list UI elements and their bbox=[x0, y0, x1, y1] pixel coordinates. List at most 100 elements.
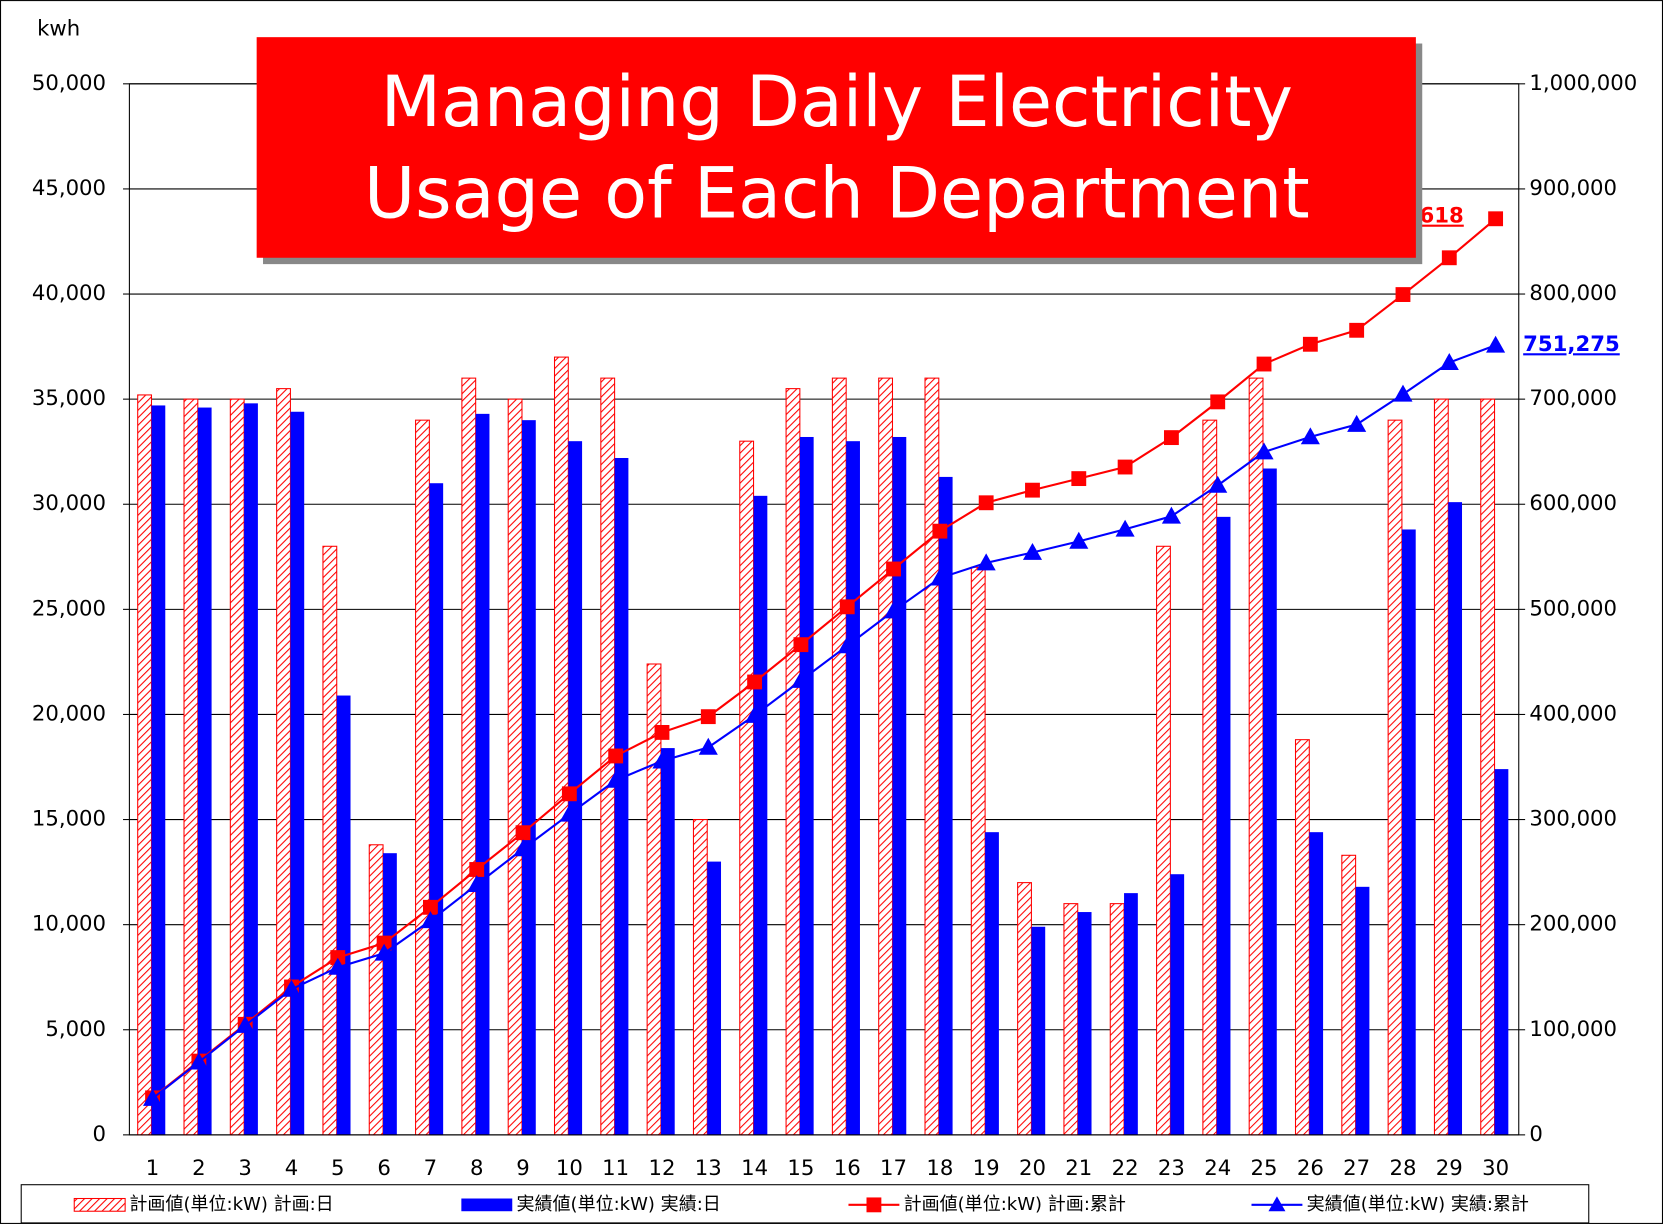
bar bbox=[846, 441, 860, 1135]
marker bbox=[747, 674, 763, 690]
bar bbox=[831, 377, 847, 1136]
bar bbox=[1433, 398, 1449, 1136]
bar bbox=[1063, 903, 1079, 1136]
legend bbox=[20, 1184, 1590, 1224]
chart-title-line: Usage of Each Department bbox=[364, 152, 1310, 234]
marker bbox=[1210, 394, 1226, 410]
bar bbox=[1202, 419, 1218, 1136]
marker bbox=[374, 943, 394, 961]
bar bbox=[1309, 832, 1324, 1135]
y2-tick-label: 900,000 bbox=[1529, 176, 1617, 201]
marker bbox=[698, 737, 718, 755]
bar bbox=[1156, 545, 1171, 1136]
marker bbox=[976, 553, 996, 571]
y-tick-label: 20,000 bbox=[32, 701, 106, 726]
legend-marker bbox=[866, 1197, 882, 1213]
marker bbox=[1300, 427, 1320, 445]
x-tick-label: 30 bbox=[1482, 1156, 1509, 1181]
x-tick-label: 19 bbox=[973, 1156, 1000, 1181]
x-tick-label: 4 bbox=[285, 1156, 299, 1181]
bar bbox=[336, 695, 351, 1135]
marker bbox=[1441, 250, 1457, 266]
bar bbox=[707, 861, 722, 1135]
marker bbox=[1486, 335, 1506, 353]
x-tick-label: 6 bbox=[377, 1156, 391, 1181]
line bbox=[151, 217, 1497, 1099]
marker bbox=[376, 935, 392, 951]
y2-tick-label: 700,000 bbox=[1529, 386, 1617, 411]
x-tick-label: 25 bbox=[1251, 1156, 1278, 1181]
bar bbox=[692, 819, 708, 1136]
marker bbox=[1208, 475, 1228, 493]
x-tick-label: 14 bbox=[741, 1156, 768, 1181]
x-tick-label: 26 bbox=[1297, 1156, 1324, 1181]
bar bbox=[1170, 874, 1185, 1135]
y2-tick-label: 0 bbox=[1529, 1122, 1542, 1147]
x-tick-label: 22 bbox=[1112, 1156, 1139, 1181]
marker bbox=[837, 636, 857, 654]
bar bbox=[1109, 903, 1125, 1136]
x-tick-label: 8 bbox=[470, 1156, 483, 1181]
y2-tick-label: 800,000 bbox=[1529, 281, 1617, 306]
title-background bbox=[256, 37, 1416, 258]
x-tick-label: 9 bbox=[516, 1156, 530, 1181]
x-tick-label: 18 bbox=[926, 1156, 953, 1181]
marker bbox=[883, 601, 904, 619]
marker bbox=[1349, 322, 1365, 338]
x-tick-label: 21 bbox=[1065, 1156, 1092, 1181]
bar bbox=[892, 436, 907, 1135]
bar bbox=[1494, 769, 1509, 1135]
marker bbox=[1025, 482, 1040, 498]
bar bbox=[924, 377, 940, 1136]
data-label: 751,275 bbox=[1523, 332, 1620, 357]
y-tick-label: 30,000 bbox=[32, 491, 106, 516]
bar bbox=[1216, 516, 1231, 1135]
y2-tick-label: 600,000 bbox=[1529, 491, 1617, 516]
marker bbox=[1439, 353, 1459, 370]
legend-label: 実績値(単位:kW) 実績:日 bbox=[517, 1194, 721, 1215]
x-tick-label: 23 bbox=[1158, 1156, 1185, 1181]
marker bbox=[1163, 430, 1179, 446]
bar bbox=[878, 377, 894, 1136]
bar bbox=[368, 844, 384, 1136]
y-tick-label: 15,000 bbox=[32, 807, 106, 832]
bar bbox=[415, 419, 430, 1136]
marker bbox=[932, 523, 948, 539]
legend-label: 計画値(単位:kW) 計画:日 bbox=[129, 1194, 333, 1215]
title-box: Managing Daily Electricity Usage of Each… bbox=[256, 37, 1423, 265]
bar bbox=[507, 398, 523, 1136]
y-tick-label: 45,000 bbox=[32, 176, 106, 201]
bar bbox=[1031, 926, 1046, 1135]
bar bbox=[753, 495, 768, 1135]
bar bbox=[244, 403, 258, 1135]
marker bbox=[1347, 414, 1367, 432]
bar bbox=[938, 476, 953, 1135]
y-tick-label: 5,000 bbox=[45, 1017, 106, 1042]
marker bbox=[1071, 471, 1087, 487]
marker bbox=[1022, 542, 1043, 560]
marker bbox=[515, 825, 531, 841]
y2-tick-label: 500,000 bbox=[1529, 596, 1617, 621]
bar bbox=[1387, 419, 1403, 1136]
legend-label: 実績値(単位:kW) 実績:累計 bbox=[1307, 1194, 1529, 1215]
x-tick-label: 13 bbox=[695, 1156, 722, 1181]
marker bbox=[745, 705, 765, 723]
y-axis-label: kwh bbox=[37, 17, 80, 42]
marker bbox=[1115, 519, 1135, 537]
x-tick-label: 3 bbox=[238, 1156, 252, 1181]
legend-label: 計画値(単位:kW) 計画:累計 bbox=[904, 1194, 1126, 1215]
line bbox=[151, 344, 1496, 1100]
y-tick-label: 35,000 bbox=[32, 386, 106, 411]
marker bbox=[467, 875, 487, 893]
marker bbox=[978, 495, 994, 511]
x-tick-label: 15 bbox=[787, 1156, 814, 1181]
bar bbox=[197, 407, 212, 1135]
legend-swatch bbox=[73, 1197, 126, 1212]
marker bbox=[606, 770, 626, 788]
bar bbox=[785, 388, 801, 1136]
bar bbox=[137, 394, 153, 1136]
x-tick-label: 12 bbox=[648, 1156, 675, 1181]
marker bbox=[143, 1088, 163, 1106]
legend-swatch bbox=[461, 1198, 513, 1212]
bar bbox=[1017, 882, 1032, 1136]
